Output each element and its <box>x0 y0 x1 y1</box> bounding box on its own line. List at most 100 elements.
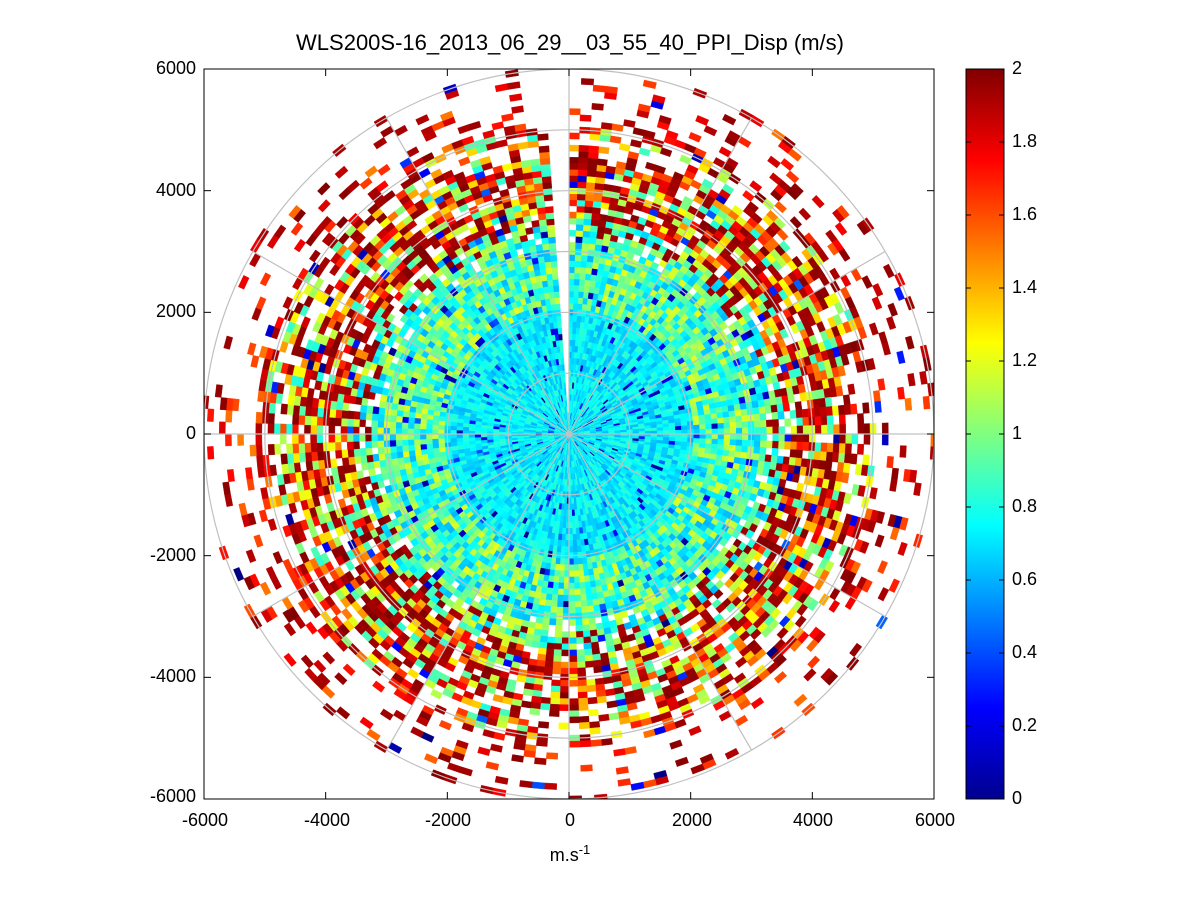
ppi-cell <box>572 527 577 535</box>
ppi-cell <box>529 707 541 716</box>
ppi-cell <box>834 222 848 236</box>
ppi-cell <box>559 686 570 693</box>
ppi-cell <box>585 678 596 687</box>
ppi-cell <box>820 442 828 453</box>
ppi-cell <box>572 327 577 335</box>
ppi-cell <box>559 692 570 699</box>
ppi-cell <box>584 206 594 214</box>
ppi-cell <box>591 647 601 656</box>
ppi-cell <box>771 411 779 420</box>
ppi-cell <box>717 428 725 435</box>
ppi-cell <box>568 175 579 182</box>
ppi-cell <box>568 649 577 657</box>
ppi-cell <box>835 385 844 397</box>
ppi-cell <box>554 631 563 638</box>
ppi-cell <box>568 242 576 249</box>
ppi-cell <box>559 564 565 572</box>
ppi-cell <box>650 427 658 432</box>
ppi-cell <box>585 267 593 275</box>
ppi-cell <box>723 428 731 435</box>
ppi-cell <box>580 764 593 772</box>
ppi-cell <box>735 427 743 435</box>
ppi-cell <box>588 709 599 717</box>
ppi-cell <box>590 219 600 227</box>
ppi-cell <box>572 533 577 541</box>
ppi-cell <box>723 416 731 424</box>
ppi-cell <box>568 710 580 718</box>
ppi-cell <box>541 623 550 631</box>
ppi-cell <box>728 450 736 458</box>
ppi-cell <box>790 433 798 443</box>
ppi-cell <box>553 649 562 657</box>
ppi-cell <box>592 200 602 209</box>
ppi-cell <box>550 600 558 608</box>
ppi-cell <box>597 158 608 167</box>
ppi-cell <box>584 581 591 589</box>
ppi-cell <box>577 691 588 699</box>
ppi-cell <box>590 586 598 594</box>
ppi-cell <box>746 201 759 213</box>
ppi-cell <box>578 703 589 711</box>
ppi-cell <box>741 421 749 429</box>
ppi-cell <box>740 408 748 417</box>
ppi-cell <box>568 564 574 572</box>
ppi-cell <box>576 205 586 213</box>
ppi-cell <box>699 424 707 430</box>
ppi-cell <box>827 424 834 435</box>
ppi-cell <box>574 266 581 274</box>
ppi-cell <box>523 639 533 647</box>
ppi-cell <box>597 634 606 643</box>
ppi-cell <box>580 606 588 614</box>
ppi-cell <box>578 722 590 730</box>
ppi-cell <box>520 656 530 665</box>
ppi-cell <box>710 443 718 450</box>
ppi-cell <box>568 211 577 219</box>
ppi-cell <box>568 296 574 304</box>
ppi-cell <box>704 443 712 450</box>
ppi-cell <box>784 441 792 450</box>
ppi-cell <box>568 303 574 310</box>
ppi-cell <box>759 413 767 421</box>
ppi-cell <box>555 557 561 565</box>
ppi-cell <box>825 451 834 462</box>
ppi-cell <box>590 641 600 649</box>
ppi-cell <box>581 618 590 626</box>
ppi-cell <box>863 423 871 435</box>
ppi-cell <box>681 425 688 431</box>
ppi-cell <box>790 182 804 196</box>
ppi-cell <box>589 231 598 239</box>
ppi-cell <box>554 637 563 644</box>
ppi-cell <box>540 696 551 705</box>
ppi-cell <box>577 303 583 311</box>
ppi-cell <box>735 433 743 441</box>
ppi-cell <box>749 180 763 193</box>
ppi-cell <box>826 415 834 426</box>
ppi-cell <box>600 122 613 131</box>
ppi-cell <box>571 497 575 505</box>
ppi-cell <box>588 145 600 153</box>
ppi-cell <box>556 600 564 608</box>
ppi-cell <box>568 217 577 225</box>
ppi-cell <box>575 224 584 231</box>
ppi-cell <box>717 422 725 430</box>
ppi-cell <box>665 130 679 140</box>
ppi-cell <box>674 425 682 431</box>
ppi-cell <box>603 676 614 685</box>
ppi-cell <box>575 631 584 638</box>
ppi-cell <box>531 781 545 790</box>
ppi-cell <box>578 157 589 165</box>
ppi-cell <box>568 169 579 176</box>
ppi-cell <box>579 740 592 748</box>
ppi-cell <box>549 703 560 711</box>
ppi-cell <box>789 216 803 229</box>
ppi-cell <box>536 659 546 668</box>
ppi-cell <box>862 402 870 414</box>
ppi-cell <box>540 629 549 637</box>
ppi-cell <box>802 441 810 451</box>
ppi-cell <box>568 108 581 116</box>
ppi-cell <box>760 433 767 442</box>
ppi-cell <box>778 441 786 450</box>
ppi-cell <box>552 667 562 675</box>
ppi-cell <box>788 456 797 466</box>
ppi-cell <box>568 144 580 152</box>
